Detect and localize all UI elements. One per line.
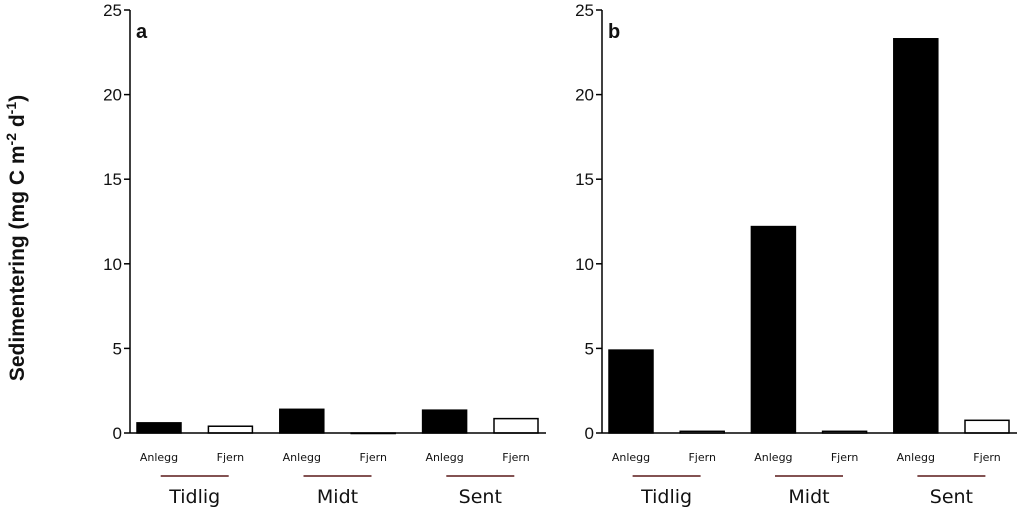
category-label: Anlegg	[283, 451, 321, 464]
group-label: Midt	[788, 486, 829, 508]
bar	[964, 419, 1010, 434]
y-axis-label-end: )	[6, 95, 29, 102]
group-label: Sent	[459, 486, 502, 508]
y-tick-label: 5	[585, 339, 594, 358]
bar	[421, 409, 468, 434]
y-tick-label: 10	[103, 255, 122, 274]
category-label: Anlegg	[897, 451, 935, 464]
category-label: Fjern	[217, 451, 244, 464]
y-tick-label: 20	[575, 86, 594, 105]
category-label: Anlegg	[754, 451, 792, 464]
panel-b: 0 5 10 15 20 25 Anlegg Fjern Anlegg Fjern Anlegg Fj…	[575, 1, 1017, 508]
y-tick-label: 25	[103, 1, 122, 20]
bar	[136, 422, 182, 434]
bar	[279, 408, 325, 434]
group-label: Midt	[317, 486, 358, 508]
group-label: Tidlig	[640, 486, 692, 508]
y-tick-label: 15	[575, 170, 594, 189]
y-tick-label: 5	[113, 339, 122, 358]
category-label: Fjern	[831, 451, 858, 464]
y-axis-label-sup1: -2	[3, 133, 19, 146]
y-tick-label: 15	[103, 170, 122, 189]
panel-label: b	[608, 21, 620, 43]
bar	[750, 225, 797, 434]
group-label: Sent	[930, 486, 973, 508]
y-tick-label: 10	[575, 255, 594, 274]
category-label: Anlegg	[140, 451, 178, 464]
category-label: Fjern	[359, 451, 386, 464]
category-label: Fjern	[688, 451, 715, 464]
y-axis-label-main: Sedimentering (mg C m	[6, 145, 29, 381]
category-label: Fjern	[973, 451, 1000, 464]
category-label: Anlegg	[612, 451, 650, 464]
y-axis-label-mid: d	[6, 114, 29, 133]
bar	[608, 349, 654, 434]
y-tick-label: 0	[113, 424, 122, 443]
panel-a: 0 5 10 15 20 25 Anlegg Fjern Anlegg Fjern Anlegg Fj…	[103, 1, 546, 508]
bar	[207, 425, 254, 434]
panel-label: a	[136, 21, 148, 43]
category-label: Fjern	[502, 451, 529, 464]
bar	[893, 38, 939, 434]
category-label: Anlegg	[425, 451, 463, 464]
y-axis-label: Sedimentering (mg C m-2 d-1)	[3, 95, 29, 381]
y-tick-label: 20	[103, 86, 122, 105]
bar	[493, 417, 539, 434]
y-tick-label: 25	[575, 1, 594, 20]
group-label: Tidlig	[168, 486, 220, 508]
y-tick-label: 0	[585, 424, 594, 443]
y-axis-label-sup2: -1	[3, 102, 19, 115]
